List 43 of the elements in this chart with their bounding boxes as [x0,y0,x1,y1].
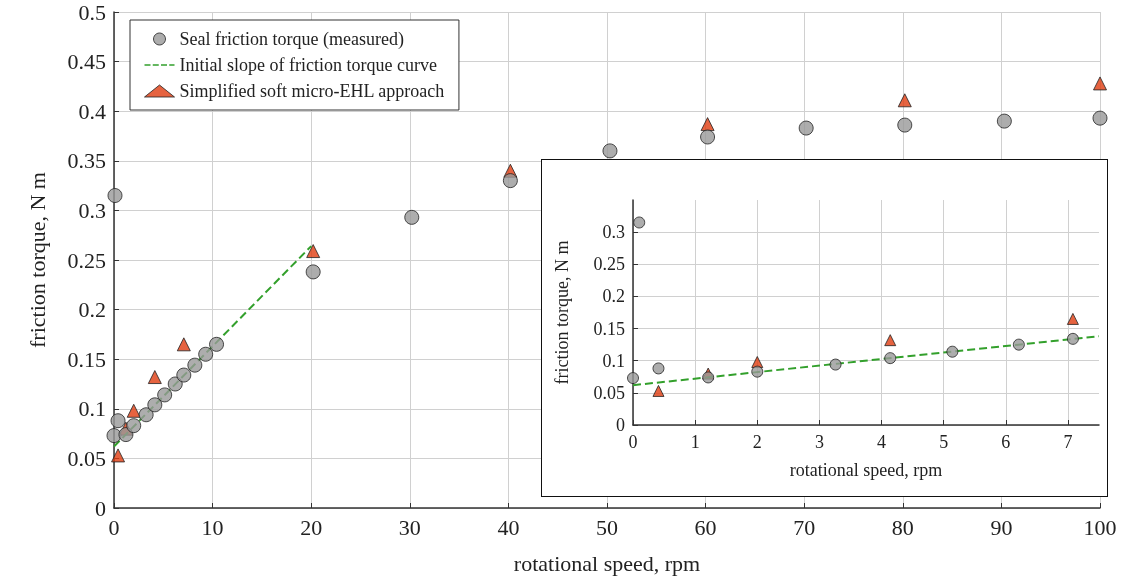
x-tick-label: 5 [939,432,949,452]
x-tick-label: 4 [877,432,887,452]
y-tick-label: 0.1 [78,396,106,422]
y-tick-label: 0.1 [602,350,625,371]
y-axis-title: friction torque, N m [24,172,50,348]
y-tick-label: 0.2 [602,286,625,307]
x-tick-label: 0 [628,432,638,452]
y-tick-label: 0.15 [67,346,106,372]
y-tick-label: 0 [95,495,106,521]
y-tick-label: 0.35 [67,148,106,174]
x-tick-label: 80 [891,514,914,540]
y-tick-label: 0.45 [67,49,106,75]
y-tick-label: 0 [616,415,625,435]
x-tick-label: 30 [398,514,421,540]
legend-label: Simplified soft micro-EHL approach [179,81,445,101]
x-axis-title: rotational speed, rpm [513,550,701,576]
y-tick-label: 0.2 [78,297,106,323]
y-tick-label: 0.05 [593,382,625,403]
x-tick-label: 50 [596,514,618,540]
x-tick-label: 100 [1083,514,1117,540]
y-tick-label: 0.05 [67,445,106,471]
x-tick-label: 3 [814,432,824,452]
x-tick-label: 20 [300,514,323,540]
legend-label: Seal friction torque (measured) [179,29,404,50]
y-axis-title: friction torque, N m [552,240,572,385]
y-tick-label: 0.4 [78,98,106,124]
legend-label: Initial slope of friction torque curve [179,55,437,75]
y-tick-label: 0.15 [593,318,625,339]
y-tick-label: 0.5 [78,0,106,25]
x-tick-label: 40 [497,514,520,540]
x-axis-title: rotational speed, rpm [789,460,943,480]
x-tick-label: 7 [1063,432,1073,452]
x-tick-label: 60 [694,514,717,540]
x-tick-label: 10 [201,514,224,540]
x-tick-label: 2 [752,432,762,452]
x-tick-label: 1 [690,432,700,452]
y-tick-label: 0.3 [602,222,625,243]
y-tick-label: 0.3 [78,197,106,223]
y-tick-label: 0.25 [593,254,625,275]
x-tick-label: 90 [990,514,1013,540]
y-tick-label: 0.25 [67,247,106,273]
x-tick-label: 6 [1001,432,1011,452]
x-tick-label: 70 [793,514,816,540]
